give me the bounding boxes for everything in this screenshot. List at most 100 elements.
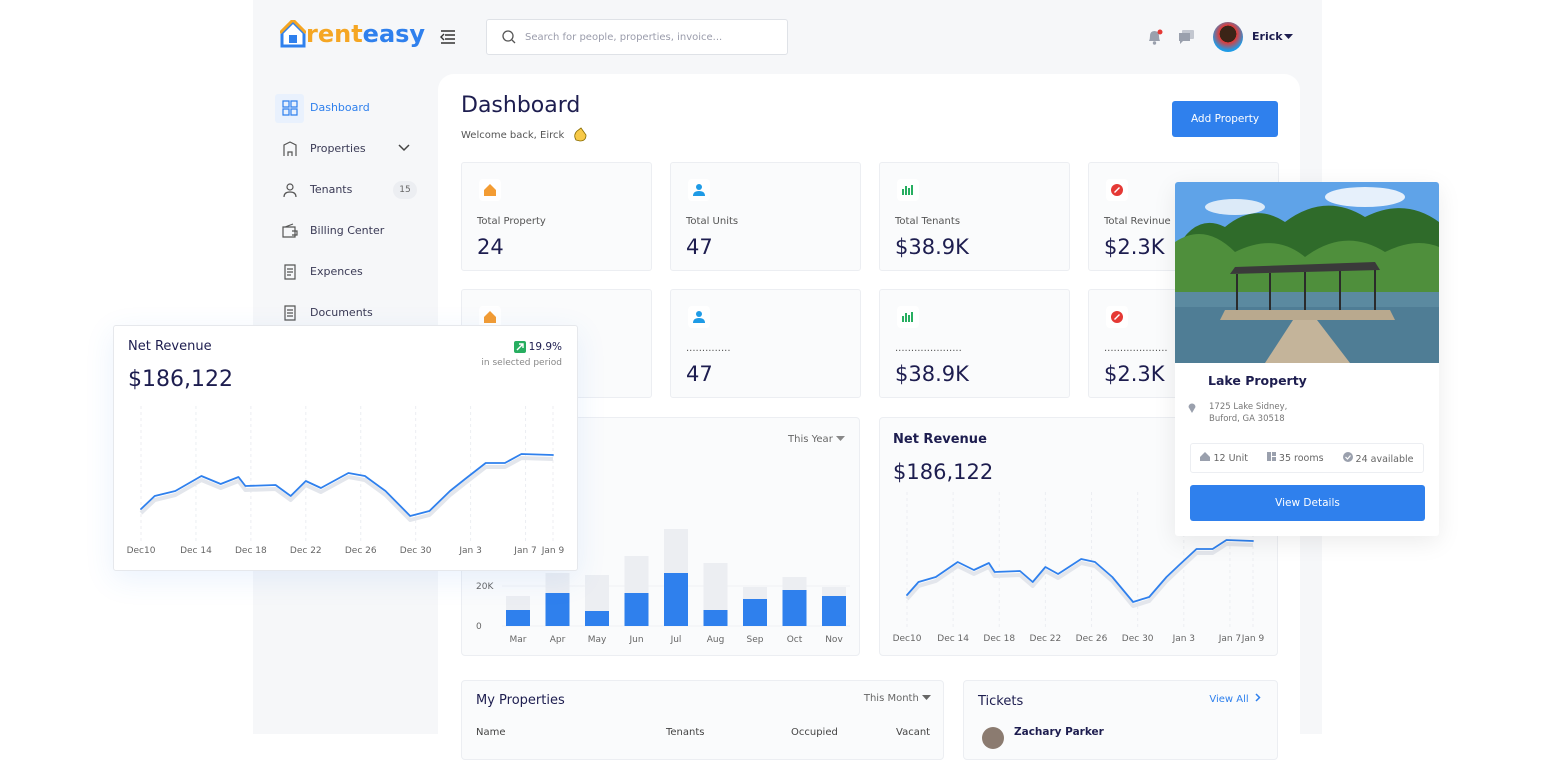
stat-label: Total Units (686, 216, 739, 227)
line (140, 453, 554, 517)
x-tick-label: Jan 7 (1218, 634, 1241, 644)
icon-path (282, 100, 298, 116)
nav-icon (283, 141, 297, 156)
x-tick-label: Dec 26 (345, 546, 377, 556)
x-tick-label: Dec 26 (1076, 634, 1108, 644)
view-details-button[interactable]: View Details (1190, 485, 1425, 521)
notifications[interactable] (1146, 28, 1164, 46)
stat-icon (688, 306, 710, 328)
stat-icon (1106, 179, 1128, 201)
feature-text: 35 rooms (1278, 453, 1324, 464)
add-property-button[interactable]: Add Property (1172, 101, 1278, 137)
icon-glyph (696, 311, 702, 317)
bar (822, 596, 846, 626)
card-title: Tickets (978, 694, 1024, 709)
icon-glyph (902, 185, 913, 195)
x-tick-label: Dec 30 (1122, 634, 1154, 644)
stat-label: Total Tenants (895, 216, 961, 227)
nav-item[interactable]: Tenants (310, 183, 353, 196)
logo[interactable]: rent easy (280, 18, 425, 50)
stat-card: Total Units 47 (670, 162, 861, 271)
bar (743, 599, 767, 626)
stat-icon (897, 179, 919, 201)
period-dropdown (836, 436, 845, 441)
welcome-text: Welcome back, Eirck (461, 130, 565, 141)
nav-item[interactable]: Documents (310, 306, 373, 319)
x-tick-label: Jan 9 (1241, 634, 1265, 644)
line-chart: Dec10 Dec 14 Dec 18 Dec 22 Dec 26 Dec 30 Jan 3… (893, 492, 1265, 644)
up-icon (513, 341, 526, 353)
property-card: Lake Property 1725 Lake Sidney, Buford, G… (1175, 182, 1439, 536)
ticket-avatar (982, 727, 1004, 749)
x-tick-label: Jan 3 (1172, 634, 1195, 644)
x-tick-label: Jan 7 (513, 546, 536, 556)
column-header: Vacant (896, 727, 931, 738)
messages[interactable] (1178, 28, 1196, 46)
nav-item[interactable]: Dashboard (310, 101, 370, 114)
page: {"header":{"logo_prefix":"rent","logo_su… (113, 18, 1439, 760)
x-tick-label: Dec 18 (983, 634, 1015, 644)
nav-item[interactable]: Properties (310, 142, 366, 155)
x-tick-label: Dec10 (127, 546, 156, 556)
stat-value: 24 (477, 235, 504, 259)
bar (703, 610, 728, 626)
column-header: Name (476, 727, 506, 738)
icon-path (283, 141, 297, 156)
icon-glyph (1114, 187, 1120, 193)
stat-value: $2.3K (1104, 235, 1165, 259)
bar (782, 590, 807, 626)
x-tick-label: Jan 9 (541, 546, 565, 556)
menu-toggle[interactable] (440, 30, 456, 44)
search-placeholder: Search for people, properties, invoice..… (525, 31, 723, 43)
address-line: 1725 Lake Sidney, (1209, 402, 1288, 412)
user-dropdown[interactable] (1284, 34, 1293, 40)
nav-icon (282, 100, 298, 116)
view-all[interactable]: View All (1209, 693, 1261, 705)
view-all-text: View All (1209, 694, 1249, 705)
search-box[interactable]: Search for people, properties, invoice..… (486, 19, 788, 55)
user-name[interactable]: Erick (1252, 30, 1283, 43)
nav-item[interactable]: Expences (310, 265, 363, 278)
card-title: Net Revenue (893, 432, 987, 447)
check-icon (1342, 451, 1353, 462)
bar (545, 593, 570, 626)
icon-path (284, 264, 296, 280)
line-shadow (139, 456, 554, 522)
bar (585, 611, 609, 626)
stat-value: $2.3K (1104, 362, 1165, 386)
nav-icon (283, 183, 297, 198)
icon-path (284, 305, 296, 321)
stat-label: Total Revinue (1104, 216, 1171, 227)
period-label: This Year (788, 434, 833, 445)
icon-glyph (693, 318, 705, 323)
x-tick-label: Nov (825, 635, 843, 645)
bar (624, 593, 649, 626)
period-select[interactable]: This Year (788, 434, 845, 445)
home-icon (1200, 452, 1211, 461)
column-header: Tenants (666, 727, 705, 738)
bar-chart: 0 20K Mar Apr May Jun Jul Aug Sep Oct Nov (476, 529, 850, 645)
period-dropdown (922, 695, 931, 700)
stat-card: Total Tenants $38.9K (879, 162, 1070, 271)
card-title: Net Revenue (128, 339, 212, 354)
stat-icon (479, 306, 501, 328)
icon-glyph (484, 184, 496, 196)
change: 19.9% (513, 341, 562, 353)
period-select[interactable]: This Month (864, 693, 931, 704)
icon-path (283, 183, 297, 198)
icon-glyph (693, 191, 705, 196)
revenue-total: $186,122 (128, 367, 233, 392)
card-title: My Properties (476, 693, 565, 708)
avatar[interactable] (1213, 22, 1243, 52)
logo-text: easy (362, 20, 426, 48)
x-tick-label: Sep (747, 635, 764, 645)
line-chart: Dec10 Dec 14 Dec 18 Dec 22 Dec 26 Dec 30 Jan 3… (127, 406, 565, 556)
x-tick-label: Jun (628, 635, 643, 645)
stat-value: $38.9K (895, 235, 969, 259)
welcome: Welcome back, Eirck (461, 126, 590, 142)
properties-chevron[interactable] (398, 144, 410, 152)
nav-item[interactable]: Billing Center (310, 224, 385, 237)
floating-revenue-card: Net Revenue $186,122 19.9% in selected p… (113, 325, 578, 571)
stat-card: Total Property 24 (461, 162, 652, 271)
x-tick-label: Jul (670, 635, 682, 645)
